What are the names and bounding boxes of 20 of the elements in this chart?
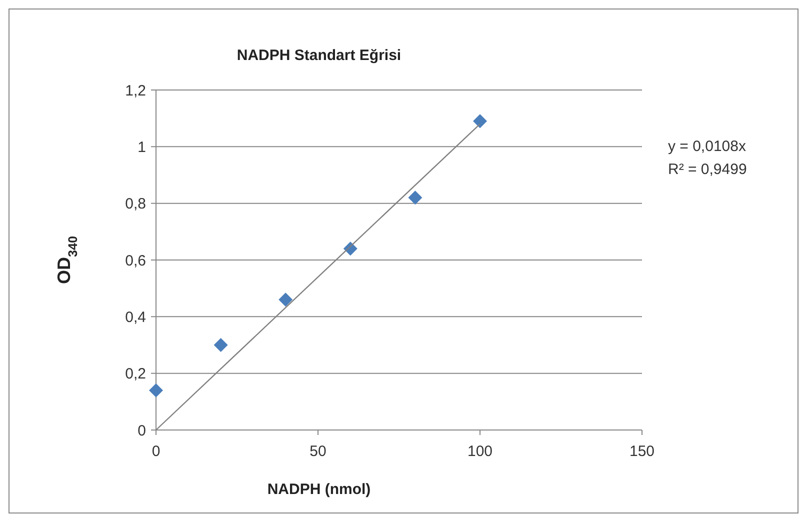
y-tick-label: 0,2 [125,366,146,383]
point [149,383,163,398]
y-tick-label: 1,2 [125,82,146,100]
point [214,338,228,352]
x-tick-label: 150 [629,443,655,460]
y-tick-label: 0 [138,422,146,440]
point [473,114,487,128]
x-tick-label: 0 [152,443,160,460]
text: R² = 0,9499 [668,161,747,178]
y-tick-label: 0,4 [125,308,146,326]
point [278,292,293,307]
x-axis-title: NADPH (nmol) [267,481,371,498]
point [408,190,422,205]
x-tick-label: 50 [310,443,326,460]
y-tick-label: 0,8 [125,196,146,213]
chart-title: NADPH Standart Eğrisi [236,47,402,64]
x-tick-label: 100 [467,443,493,460]
text: y = 0,0108x [668,138,746,155]
y-tick-label: 1 [138,138,146,156]
y-tick-label: 0,6 [125,252,146,270]
